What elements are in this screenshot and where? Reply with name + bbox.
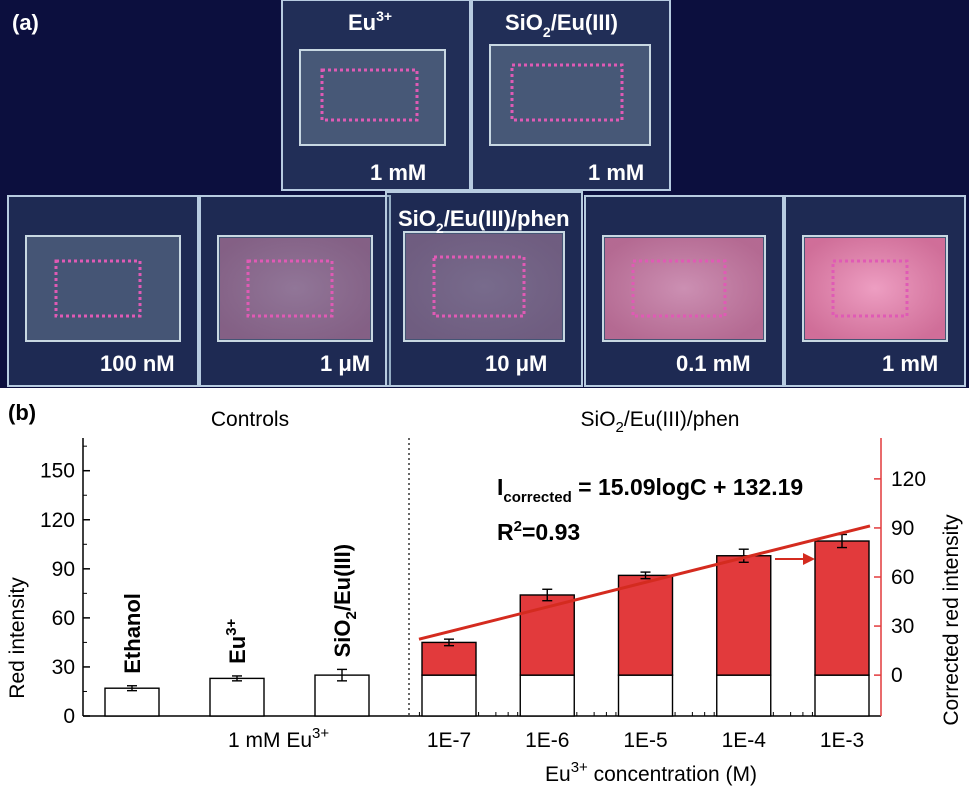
y2-tick-label-90: 90 xyxy=(891,517,914,540)
series-base-bar-3 xyxy=(716,674,772,717)
sio2-eu-label: SiO2/Eu(III) xyxy=(505,10,618,40)
control-bar-1 xyxy=(209,677,265,717)
y2-tick-label-120: 120 xyxy=(891,468,926,491)
control-label-2: SiO2/Eu(III) xyxy=(330,544,360,657)
control-label-0: Ethanol xyxy=(120,593,145,674)
y2-axis-title: Corrected red intensity xyxy=(940,514,963,726)
top-marker-1 xyxy=(510,63,624,122)
y-tick-label-60: 60 xyxy=(52,607,75,630)
fit-line xyxy=(418,524,871,641)
bottom-marker-0 xyxy=(54,259,142,318)
y-tick-label-150: 150 xyxy=(40,460,75,483)
series-bar-0 xyxy=(421,641,477,676)
conc-100nm: 100 nM xyxy=(100,351,175,376)
conc-0-1mm: 0.1 mM xyxy=(676,351,751,376)
bottom-marker-3 xyxy=(631,259,727,318)
bottom-marker-2 xyxy=(432,255,526,318)
series-base-bar-4 xyxy=(814,674,870,717)
y-tick-label-0: 0 xyxy=(63,705,75,728)
x-tick-label-4: 1E-3 xyxy=(820,729,864,752)
bottom-glow-1 xyxy=(220,238,370,339)
y-tick-label-120: 120 xyxy=(40,509,75,532)
bottom-glow-4 xyxy=(805,238,945,339)
y-tick-label-30: 30 xyxy=(52,656,75,679)
series-base-bar-1 xyxy=(519,674,575,717)
photo-svg: (a) Eu3+ SiO2/Eu(III) 1 mM 1 mM SiO2/Eu(… xyxy=(7,0,966,387)
conc-1mm: 1 mM xyxy=(882,351,938,376)
controls-header: Controls xyxy=(211,408,289,431)
eu3-label: Eu3+ xyxy=(348,8,392,35)
top-slide-1 xyxy=(471,0,671,191)
photo-panel: (a) Eu3+ SiO2/Eu(III) 1 mM 1 mM SiO2/Eu(… xyxy=(0,0,969,388)
control-x-label: 1 mM Eu3+ xyxy=(228,725,329,752)
y-axis-title: Red intensity xyxy=(6,577,29,699)
series-base-bar-2 xyxy=(617,674,674,717)
fit-equation: Icorrected = 15.09logC + 132.19 xyxy=(497,474,803,506)
x-tick-label-2: 1E-5 xyxy=(623,729,667,752)
bottom-glow-3 xyxy=(605,238,763,339)
bottom-glow-0 xyxy=(28,238,178,339)
y2-tick-label-30: 30 xyxy=(891,615,914,638)
series-base-bar-0 xyxy=(421,674,477,717)
bottom-marker-1 xyxy=(246,259,334,318)
bottom-glow-2 xyxy=(406,234,562,339)
control-label-1: Eu3+ xyxy=(223,618,250,663)
phen-title: SiO2/Eu(III)/phen xyxy=(398,206,570,236)
phen-header: SiO2/Eu(III)/phen xyxy=(581,408,740,436)
x-tick-label-0: 1E-7 xyxy=(427,729,471,752)
top-sample-0 xyxy=(299,49,446,146)
top-slide-0 xyxy=(281,0,471,191)
r-squared: R2=0.93 xyxy=(497,518,580,545)
panel-a-label: (a) xyxy=(12,10,39,35)
eu3-concentration: 1 mM xyxy=(370,160,426,185)
series-bar-4 xyxy=(814,540,870,676)
control-bar-2 xyxy=(314,674,370,717)
series-bar-2 xyxy=(617,574,674,676)
axis-arrow-head xyxy=(803,553,815,565)
y2-tick-label-60: 60 xyxy=(891,566,914,589)
bottom-marker-4 xyxy=(831,259,909,318)
bottom-slide-0 xyxy=(7,195,199,387)
y-tick-label-90: 90 xyxy=(52,558,75,581)
chart-fit xyxy=(418,524,871,641)
control-bar-0 xyxy=(104,687,160,717)
x-tick-label-1: 1E-6 xyxy=(525,729,569,752)
chart-svg: (b) Controls SiO2/Eu(III)/phen 0 30 60 90 12… xyxy=(6,400,963,786)
x-axis-title: Eu3+ concentration (M) xyxy=(545,759,757,786)
panel-b-label: (b) xyxy=(8,400,36,425)
conc-10um: 10 μM xyxy=(485,351,547,376)
series-bar-3 xyxy=(716,555,772,676)
y2-tick-label-0: 0 xyxy=(891,664,903,687)
photo-slides xyxy=(7,0,966,387)
sio2-eu-concentration: 1 mM xyxy=(588,160,644,185)
bottom-sample-0 xyxy=(25,235,181,342)
x-tick-label-3: 1E-4 xyxy=(722,729,767,752)
top-marker-0 xyxy=(320,68,419,122)
top-sample-1 xyxy=(489,44,651,146)
conc-1um: 1 μM xyxy=(320,351,370,376)
chart-bars: Ethanol Eu3+ SiO2/Eu(III) xyxy=(104,533,870,717)
